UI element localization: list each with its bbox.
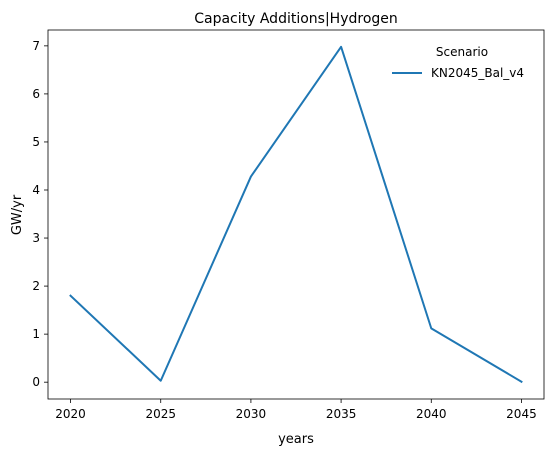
x-tick-label: 2040 (416, 407, 447, 421)
y-tick-label: 0 (32, 375, 40, 389)
y-axis-label: GW/yr (10, 194, 25, 235)
y-tick-label: 7 (32, 39, 40, 53)
y-tick-label: 2 (32, 279, 40, 293)
x-tick-label: 2025 (145, 407, 176, 421)
series-layer (69, 45, 523, 384)
x-tick-label: 2020 (55, 407, 86, 421)
legend: Scenario KN2045_Bal_v4 (392, 45, 524, 80)
y-tick-label: 1 (32, 327, 40, 341)
chart-title: Capacity Additions|Hydrogen (194, 11, 398, 27)
plot-area (47, 29, 545, 400)
x-tick-label: 2030 (236, 407, 267, 421)
legend-label: KN2045_Bal_v4 (431, 66, 524, 80)
y-tick-label: 3 (32, 231, 40, 245)
y-axis: 0 1 2 3 4 5 6 7 (32, 39, 48, 389)
series-line (69, 45, 523, 384)
x-tick-label: 2045 (506, 407, 537, 421)
y-tick-label: 4 (32, 183, 40, 197)
x-tick-label: 2035 (326, 407, 357, 421)
y-tick-label: 6 (32, 87, 40, 101)
y-tick-label: 5 (32, 135, 40, 149)
legend-title: Scenario (436, 45, 488, 59)
x-axis-label: years (278, 432, 314, 447)
x-axis: 2020 2025 2030 2035 2040 2045 (55, 399, 537, 421)
